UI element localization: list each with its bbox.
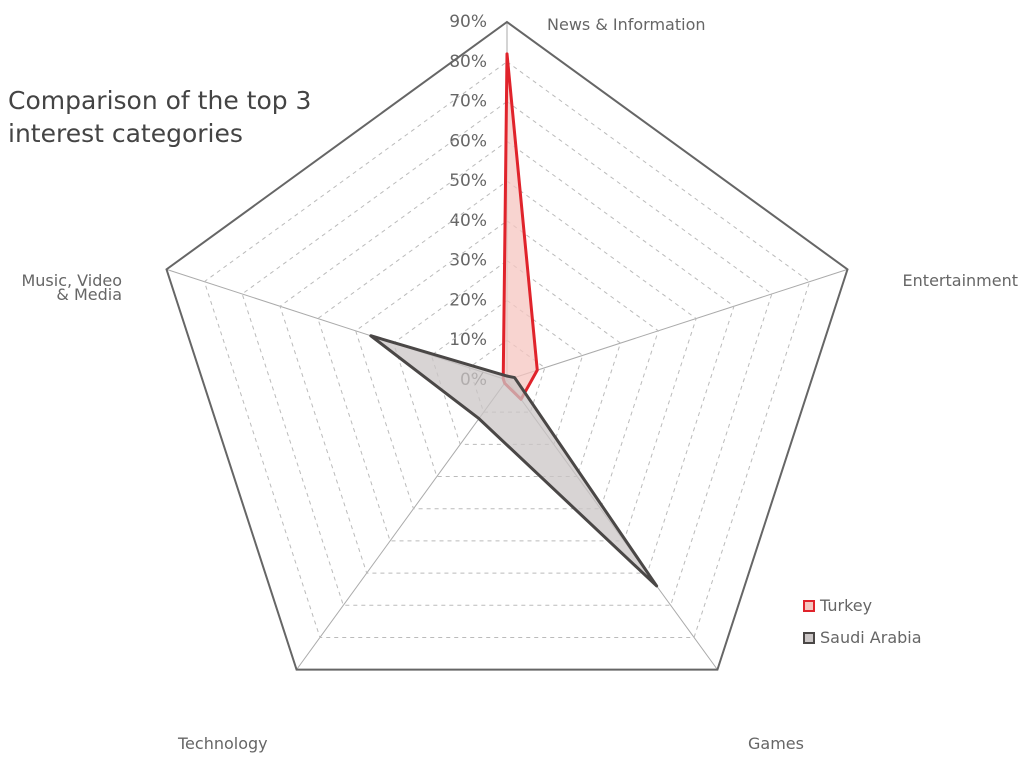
y-tick-label: 20% xyxy=(449,290,487,310)
spoke xyxy=(506,268,848,381)
y-tick-label: 40% xyxy=(449,211,487,231)
y-tick-label: 80% xyxy=(449,52,487,72)
grid-ring xyxy=(165,20,849,671)
y-tick-label: 50% xyxy=(449,171,487,191)
y-tick-label: 30% xyxy=(449,251,487,271)
y-tick-label: 70% xyxy=(449,92,487,112)
series-area xyxy=(369,334,659,588)
axis-label: News & Information xyxy=(547,15,706,34)
grid-ring xyxy=(279,140,735,574)
legend-item: Turkey xyxy=(803,596,872,615)
grid-ring xyxy=(317,180,697,542)
legend-swatch xyxy=(803,599,815,612)
legend-label: Saudi Arabia xyxy=(820,628,922,647)
grid-ring xyxy=(468,339,546,413)
spoke xyxy=(296,379,508,670)
legend-item: Saudi Arabia xyxy=(803,628,922,647)
legend-label: Turkey xyxy=(820,596,873,615)
grid-ring xyxy=(355,220,659,510)
axis-label: Music, Video & Media xyxy=(21,271,122,304)
grid-ring xyxy=(392,260,622,478)
chart-title: Comparison of the top 3 interest categor… xyxy=(8,86,312,148)
y-tick-label: 90% xyxy=(449,12,487,32)
axis-label: Technology xyxy=(178,734,268,753)
grid-ring xyxy=(241,100,773,606)
axis-label: Games xyxy=(748,734,804,753)
y-tick-label: 10% xyxy=(449,330,487,350)
y-tick-label: 60% xyxy=(449,131,487,151)
axis-label: Entertainment xyxy=(902,271,1018,290)
legend-swatch xyxy=(803,631,815,644)
series-area xyxy=(501,52,539,401)
